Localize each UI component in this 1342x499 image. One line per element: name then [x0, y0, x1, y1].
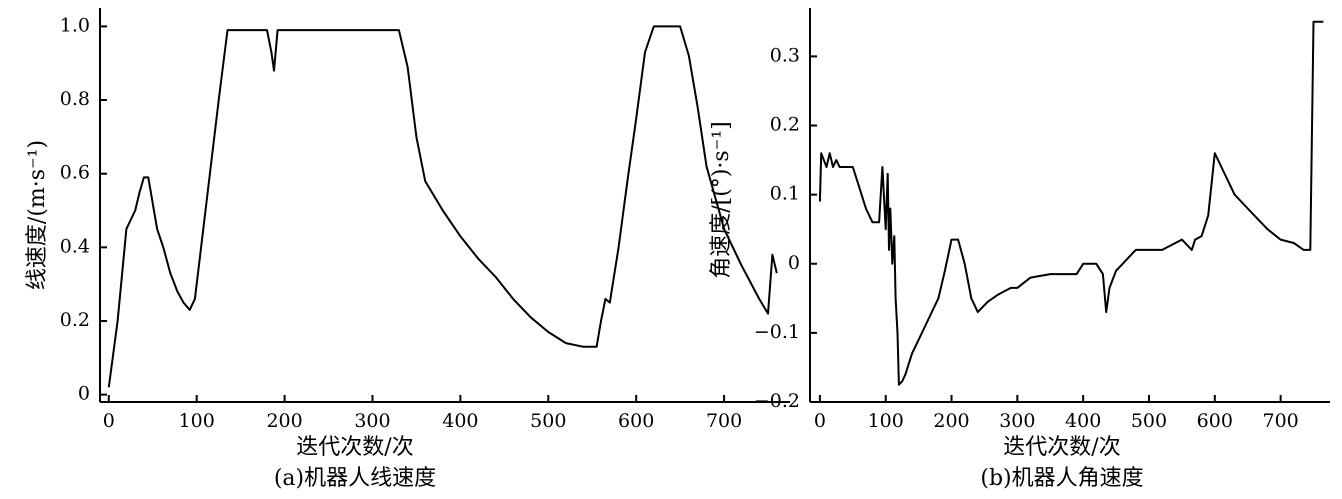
x-tick-label: 400 [1065, 410, 1101, 432]
linear-velocity-series-line [107, 25, 778, 388]
y-tick-label: 0.3 [770, 44, 800, 66]
y-axis-title: 角速度/[(°)·s⁻¹] [709, 121, 734, 278]
x-tick-label: 600 [1197, 410, 1233, 432]
x-tick-label: 100 [179, 410, 215, 432]
x-tick-label: 700 [706, 410, 742, 432]
x-tick-label: 200 [933, 410, 969, 432]
y-tick-label: 0.6 [60, 162, 90, 184]
y-ticks: 0 0.2 0.4 0.6 0.8 1.0 [60, 14, 107, 405]
y-tick-label: 0.1 [770, 183, 800, 205]
y-tick-label: 0.8 [60, 88, 90, 110]
caption-a: (a)机器人线速度 [274, 466, 436, 491]
x-ticks: 0 100 200 300 400 500 600 700 [814, 395, 1299, 432]
x-tick-label: 500 [530, 410, 566, 432]
angular-velocity-series-line [818, 20, 1324, 386]
y-tick-label: 0 [78, 383, 90, 405]
x-axis-title: 迭代次数/次 [296, 435, 413, 460]
x-tick-label: 300 [354, 410, 390, 432]
y-tick-label: −0.2 [754, 390, 800, 412]
x-tick-label: 300 [999, 410, 1035, 432]
x-tick-label: 500 [1131, 410, 1167, 432]
x-tick-label: 0 [814, 410, 826, 432]
y-tick-label: 0.2 [770, 114, 800, 136]
y-axis-title: 线速度/(m·s⁻¹) [25, 140, 50, 290]
y-tick-label: 0.4 [60, 235, 90, 257]
x-tick-label: 200 [266, 410, 302, 432]
y-ticks: −0.2 −0.1 0 0.1 0.2 0.3 [754, 44, 817, 412]
y-tick-label: 0.2 [60, 309, 90, 331]
x-axis-title: 迭代次数/次 [1003, 435, 1120, 460]
x-ticks: 0 100 200 300 400 500 600 700 [103, 395, 742, 432]
angular-velocity-chart: −0.2 −0.1 0 0.1 0.2 0.3 0 100 200 300 400 500 600 70… [709, 8, 1330, 491]
x-tick-label: 400 [442, 410, 478, 432]
y-tick-label: 1.0 [60, 14, 90, 36]
linear-velocity-chart: 00.20.40.60.81.0 0 100 200 300 400 500 600 700 … [25, 8, 790, 491]
y-tick-label: −0.1 [754, 321, 800, 343]
x-tick-label: 700 [1263, 410, 1299, 432]
y-tick-label: 0 [788, 252, 800, 274]
x-tick-label: 600 [618, 410, 654, 432]
x-tick-label: 100 [868, 410, 904, 432]
x-tick-label: 0 [103, 410, 115, 432]
caption-b: (b)机器人角速度 [980, 466, 1143, 491]
